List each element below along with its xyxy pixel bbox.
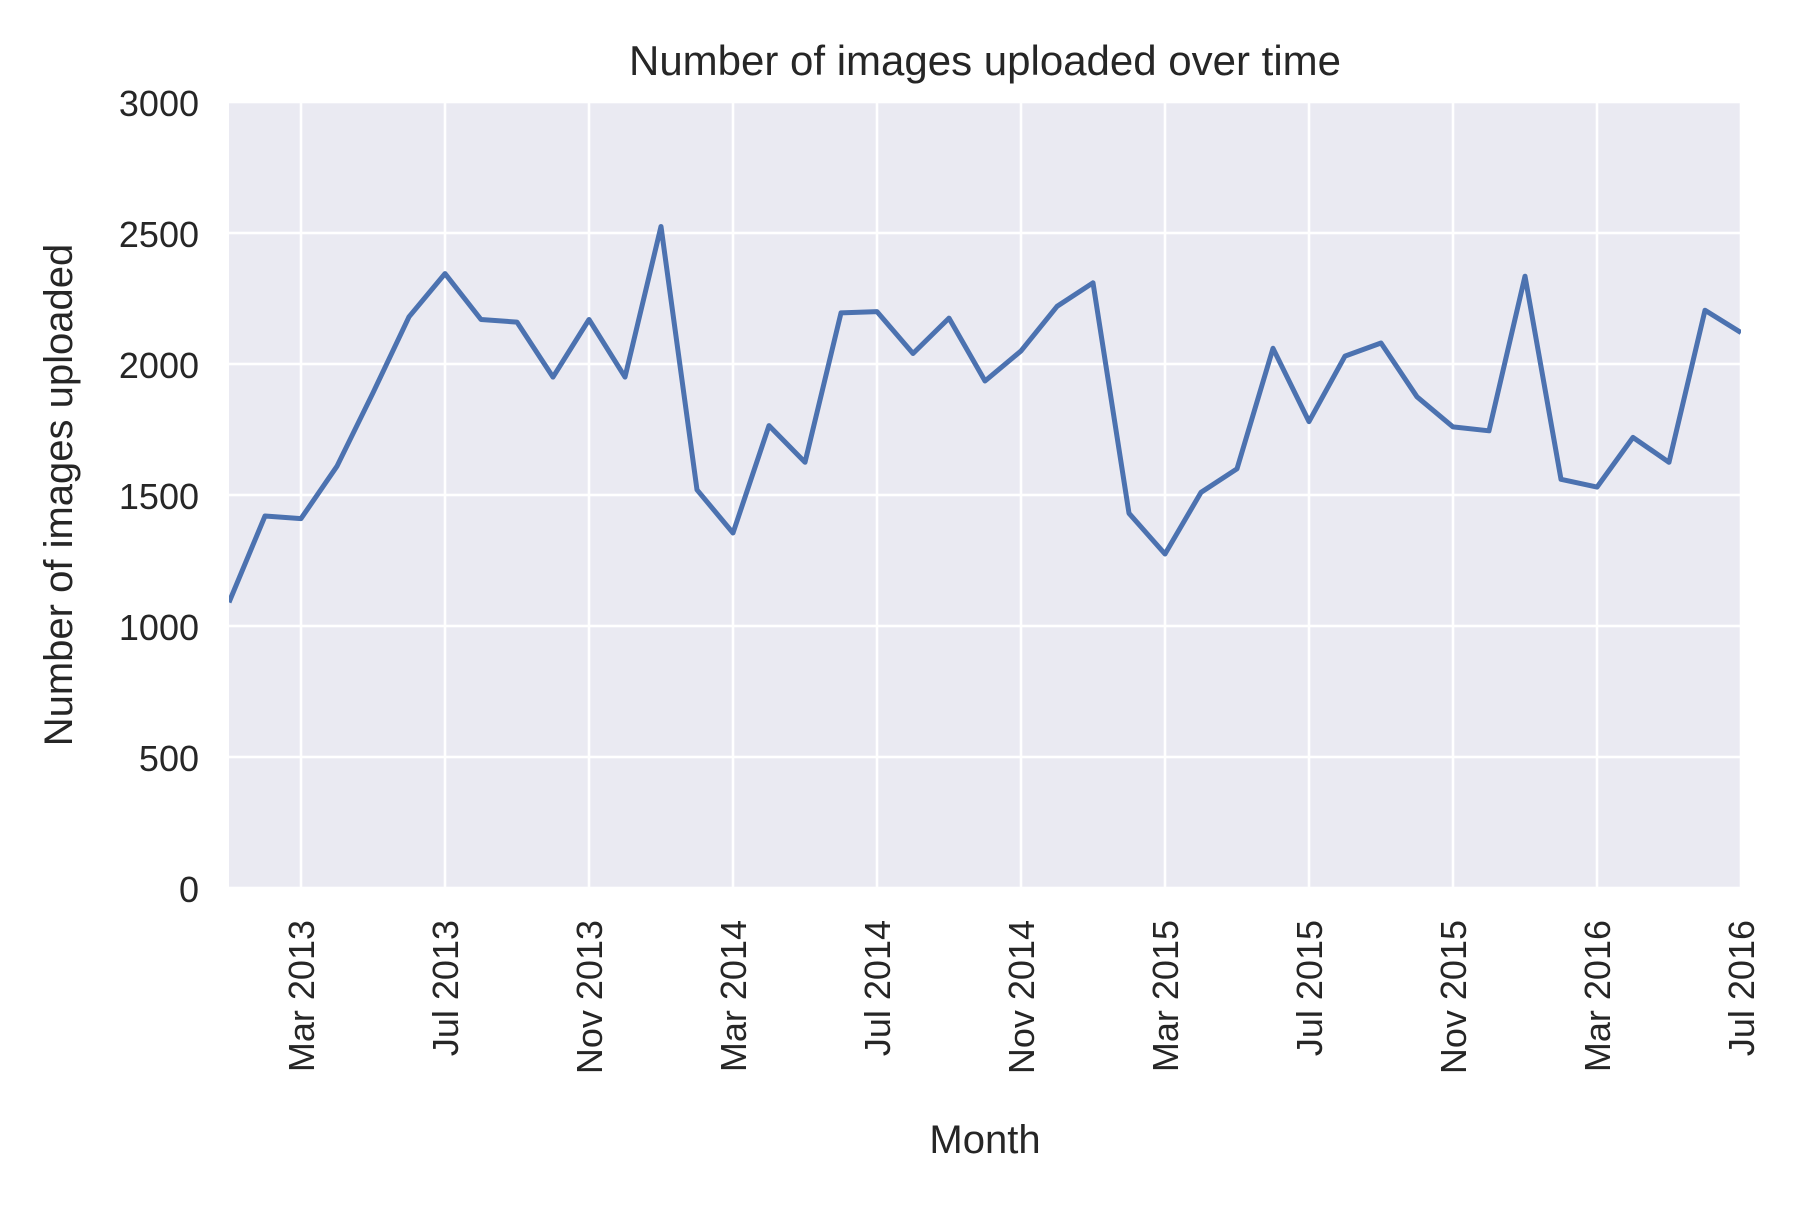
y-tick-label: 500	[139, 738, 199, 779]
x-tick-label: Nov 2014	[1001, 920, 1042, 1074]
x-axis-label: Month	[929, 1118, 1040, 1162]
x-tick-label: Jul 2016	[1721, 920, 1762, 1056]
x-tick-label: Nov 2015	[1433, 920, 1474, 1074]
x-tick-label: Jul 2014	[857, 920, 898, 1056]
x-tick-label: Jul 2013	[425, 920, 466, 1056]
y-axis-ticks: 0 500 1000 1500 2000 2500 3000	[119, 83, 199, 910]
chart-title: Number of images uploaded over time	[629, 37, 1341, 84]
x-tick-label: Mar 2013	[281, 920, 322, 1072]
series-layer	[229, 224, 1741, 604]
x-tick-label: Mar 2015	[1145, 920, 1186, 1072]
series-line-0	[229, 224, 1741, 604]
y-tick-label: 2500	[119, 214, 199, 255]
x-tick-label: Jul 2015	[1289, 920, 1330, 1056]
grid-lines	[229, 100, 1743, 890]
x-tick-label: Nov 2013	[569, 920, 610, 1074]
x-tick-label: Mar 2014	[713, 920, 754, 1072]
x-tick-label: Mar 2016	[1577, 920, 1618, 1072]
y-tick-label: 2000	[119, 345, 199, 386]
x-axis-ticks: Mar 2013 Jul 2013 Nov 2013 Mar 2014 Jul 2014…	[281, 920, 1762, 1074]
y-tick-label: 3000	[119, 83, 199, 124]
y-tick-label: 1500	[119, 476, 199, 517]
y-axis-label: Number of images uploaded	[37, 244, 81, 747]
y-tick-label: 0	[179, 869, 199, 910]
y-tick-label: 1000	[119, 607, 199, 648]
